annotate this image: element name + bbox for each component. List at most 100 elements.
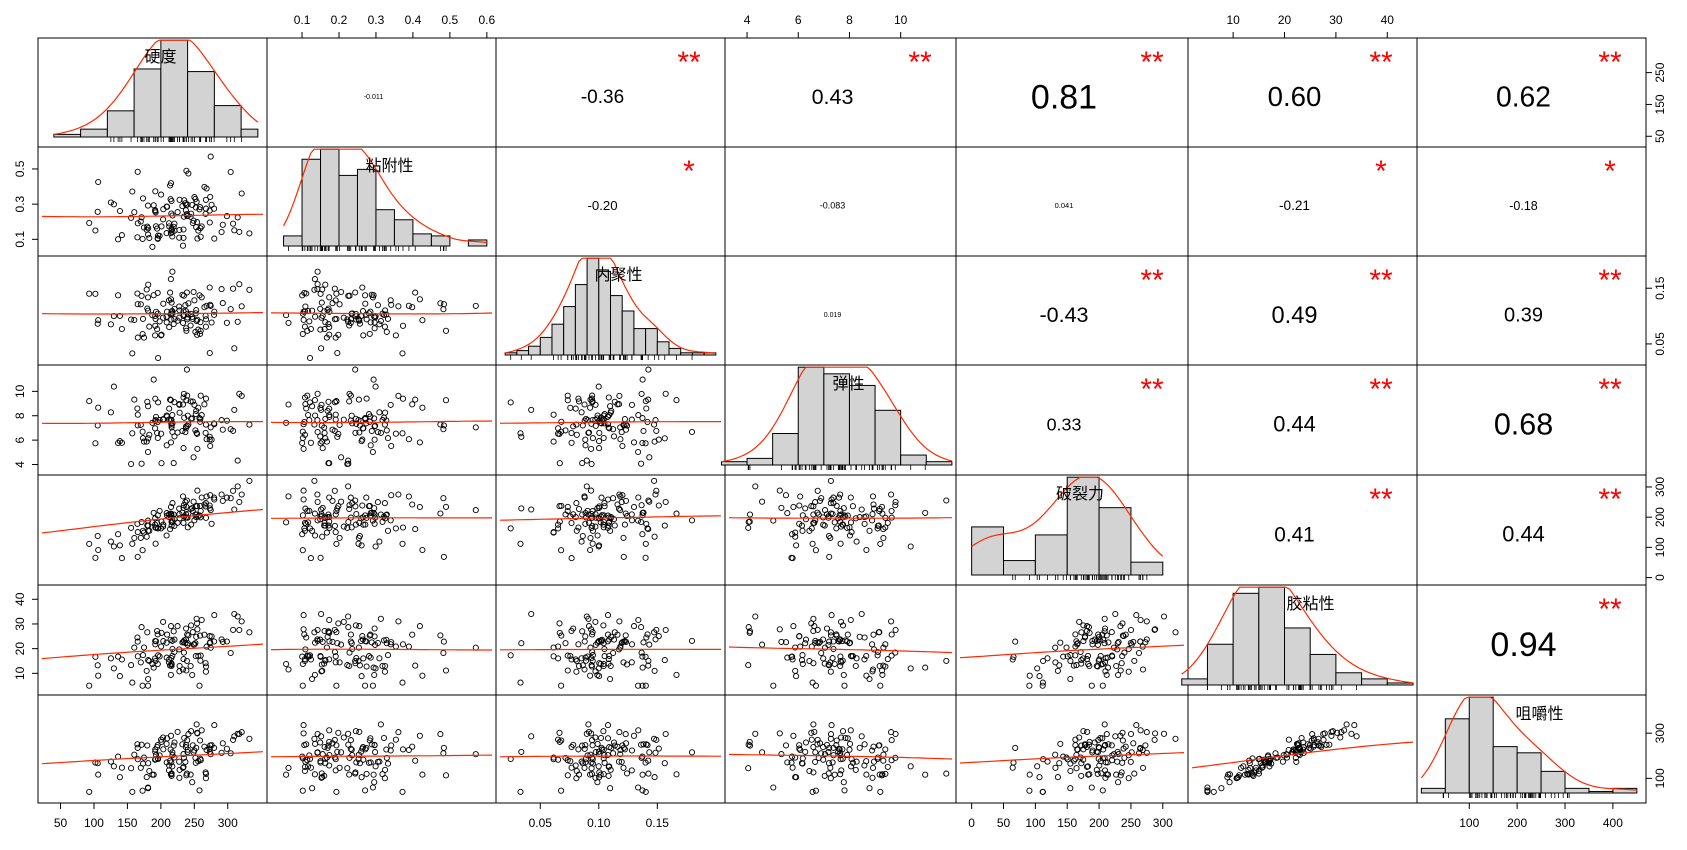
histogram-bar: [874, 409, 902, 466]
density-curve: [53, 39, 259, 135]
histogram-bar: [53, 133, 82, 138]
histogram-bar: [1284, 627, 1311, 686]
scatter-point: [363, 395, 370, 402]
scatter-point: [167, 623, 175, 630]
scatter-point: [166, 656, 173, 663]
scatter-point: [1218, 785, 1225, 792]
scatter-point: [371, 319, 378, 326]
scatter-point: [789, 764, 796, 771]
scatter-point: [180, 445, 187, 452]
scatter-point: [638, 502, 645, 509]
scatter-point: [638, 518, 645, 526]
scatter-point: [1268, 760, 1275, 767]
histogram-bar: [797, 366, 825, 466]
scatter-point: [856, 633, 863, 640]
scatter-point: [869, 666, 877, 673]
scatter-point: [584, 653, 591, 660]
scatter-point: [837, 636, 844, 643]
scatter-point: [152, 395, 159, 402]
scatter-point: [166, 405, 173, 412]
scatter-point: [333, 290, 340, 297]
scatter-point: [879, 671, 886, 678]
scatter-point: [353, 759, 360, 766]
fit-line: [41, 213, 263, 218]
scatter-point: [183, 327, 190, 334]
scatter-point: [334, 748, 341, 755]
scatter-point: [311, 771, 318, 778]
scatter-point: [1348, 730, 1355, 737]
scatter-point: [1088, 682, 1095, 689]
scatter-point: [607, 785, 614, 792]
scatter-point: [1099, 682, 1106, 689]
scatter-point: [145, 435, 152, 442]
scatter-point: [169, 411, 176, 419]
scatter-point: [1072, 652, 1079, 659]
scatter-point: [219, 300, 226, 307]
scatter-point: [299, 547, 306, 554]
histogram-bar: [656, 341, 670, 356]
histogram-bar: [187, 71, 215, 138]
tick-label: 100: [1025, 816, 1045, 830]
scatter-point: [145, 675, 152, 683]
scatter-point: [616, 392, 623, 399]
scatter-point: [1110, 644, 1117, 651]
scatter-point: [1009, 764, 1016, 771]
scatter-point: [201, 631, 208, 638]
scatter-point: [395, 729, 402, 736]
scatter-point: [827, 632, 835, 639]
scatter-point: [383, 640, 390, 647]
scatter-point: [1160, 613, 1168, 620]
scatter-point: [556, 620, 563, 627]
scatter-point: [193, 514, 200, 521]
scatter-point: [238, 392, 245, 399]
scatter-point: [594, 671, 601, 679]
scatter-point: [395, 303, 402, 310]
scatter-point: [846, 639, 854, 646]
scatter-point: [437, 300, 444, 307]
fit-line: [500, 648, 721, 651]
scatter-point: [303, 634, 310, 641]
scatter-point: [319, 533, 326, 540]
scatter-point: [283, 771, 290, 778]
histogram-bar: [621, 310, 635, 356]
scatter-point: [802, 640, 809, 647]
scatter-point: [617, 436, 624, 443]
scatter-point: [1295, 740, 1302, 747]
scatter-point: [307, 764, 314, 771]
scatter-point: [1074, 746, 1081, 753]
scatter-point: [578, 538, 585, 545]
tick-label: 10: [1226, 13, 1240, 27]
scatter-point: [811, 623, 818, 630]
scatter-point: [231, 227, 238, 234]
scatter-point: [179, 666, 187, 673]
scatter-point: [583, 457, 590, 464]
panel-frame: [495, 364, 726, 476]
scatter-point: [597, 734, 605, 742]
scatter-point: [362, 682, 369, 689]
scatter-point: [160, 300, 167, 307]
scatter-point: [154, 660, 161, 668]
scatter-point: [399, 788, 406, 795]
scatter-point: [381, 668, 388, 675]
scatter-point: [196, 787, 203, 794]
scatter-point: [592, 774, 599, 781]
scatter-point: [1127, 730, 1135, 738]
scatter-point: [246, 230, 253, 237]
scatter-point: [382, 766, 389, 773]
scatter-point: [371, 633, 378, 640]
scatter-point: [827, 668, 834, 675]
scatter-point: [182, 514, 189, 521]
histogram-bar: [1130, 561, 1164, 576]
scatter-point: [831, 771, 838, 778]
scatter-point: [340, 523, 347, 530]
scatter-point: [345, 457, 352, 464]
scatter-point: [588, 395, 595, 402]
scatter-point: [202, 668, 209, 675]
scatter-point: [409, 304, 416, 311]
scatter-point: [745, 624, 752, 631]
scatter-point: [118, 325, 125, 333]
scatter-point: [129, 788, 136, 795]
scatter-point: [374, 639, 381, 647]
